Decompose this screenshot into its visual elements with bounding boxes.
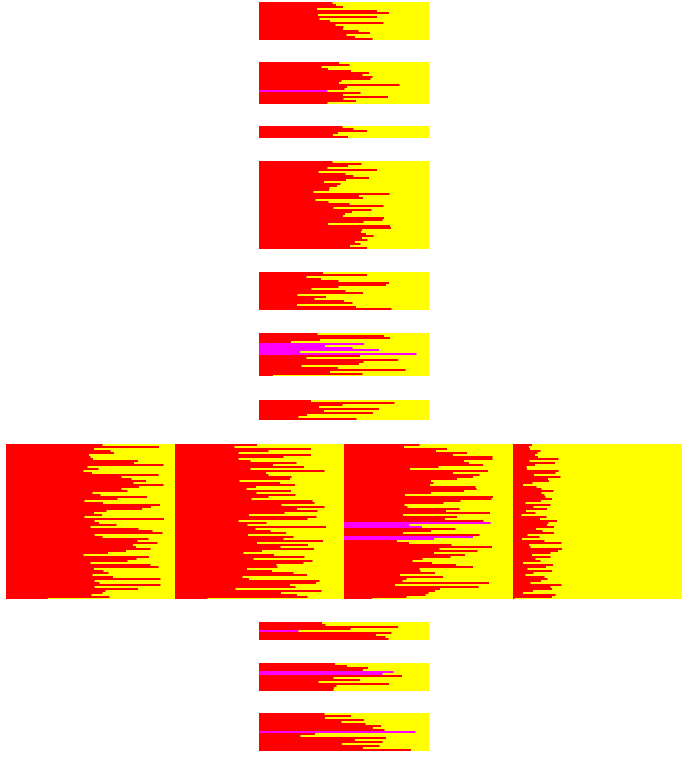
bar-texture bbox=[175, 444, 326, 599]
bar-texture bbox=[259, 161, 391, 249]
bar-texture bbox=[259, 272, 392, 310]
bar-core bbox=[259, 126, 299, 138]
bar-panel-2 bbox=[259, 62, 429, 104]
bar-texture bbox=[259, 62, 400, 104]
bar-texture bbox=[259, 622, 399, 640]
bar-panel-4 bbox=[259, 161, 429, 249]
bar-texture bbox=[259, 333, 417, 376]
bar-panel-wide-3 bbox=[344, 444, 513, 599]
bar-panel-wide-4 bbox=[513, 444, 682, 599]
bar-panel-8 bbox=[259, 622, 429, 640]
bar-panel-wide-1 bbox=[6, 444, 175, 599]
bar-texture bbox=[344, 444, 494, 599]
bar-panel-3 bbox=[259, 126, 429, 138]
bar-texture bbox=[259, 663, 403, 691]
bar-texture bbox=[259, 2, 390, 40]
bar-texture bbox=[259, 713, 416, 751]
bar-panel-10 bbox=[259, 713, 429, 751]
bar-panel-6 bbox=[259, 333, 429, 376]
bar-texture bbox=[513, 444, 562, 599]
bar-texture bbox=[259, 126, 368, 138]
bar-texture bbox=[259, 400, 395, 420]
bar-panel-5 bbox=[259, 272, 429, 310]
bar-panel-7 bbox=[259, 400, 429, 420]
bar-texture bbox=[6, 444, 164, 599]
bar-panel-1 bbox=[259, 2, 429, 40]
bar-core bbox=[259, 400, 269, 420]
bar-panel-9 bbox=[259, 663, 429, 691]
bar-panel-wide-2 bbox=[175, 444, 344, 599]
